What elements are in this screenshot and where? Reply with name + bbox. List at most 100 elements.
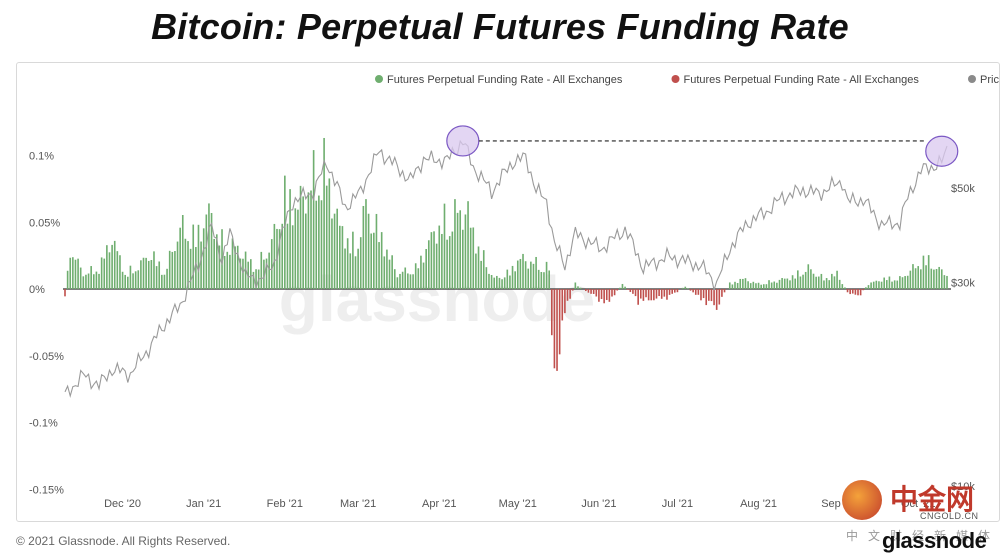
funding-bar — [297, 209, 299, 289]
y-left-tick-4: -0.1% — [29, 418, 58, 430]
funding-bar — [849, 289, 851, 295]
funding-bar — [132, 273, 134, 289]
funding-bar — [496, 275, 498, 289]
funding-bar — [540, 272, 543, 289]
funding-bar — [341, 226, 344, 289]
funding-bar — [838, 279, 841, 289]
funding-bar — [608, 289, 611, 302]
funding-bar — [448, 236, 451, 289]
funding-bar — [354, 256, 357, 289]
funding-bar — [687, 288, 689, 289]
funding-bar — [69, 257, 72, 289]
funding-bar — [653, 289, 655, 301]
funding-bar — [184, 238, 187, 289]
funding-bar — [339, 225, 341, 289]
funding-bar — [870, 282, 872, 289]
funding-bar — [336, 208, 338, 289]
funding-bar — [841, 284, 844, 289]
funding-bar — [192, 224, 195, 289]
funding-bar — [467, 201, 469, 289]
funding-bar — [409, 274, 412, 289]
funding-bar — [263, 259, 265, 289]
funding-bar — [399, 273, 401, 289]
cngold-logo-text: 中金网 — [890, 483, 975, 516]
funding-bar — [506, 269, 509, 289]
funding-bar — [794, 278, 797, 289]
x-tick-2: Feb '21 — [267, 498, 303, 510]
price-line — [64, 139, 948, 399]
x-tick-5: May '21 — [499, 498, 537, 510]
funding-bar — [488, 273, 490, 289]
funding-bar — [231, 238, 234, 289]
funding-bar — [590, 289, 592, 294]
funding-bar — [927, 255, 930, 289]
funding-bar — [414, 263, 417, 289]
funding-bar — [851, 289, 854, 294]
funding-bar — [522, 253, 524, 289]
funding-bar — [202, 228, 205, 289]
funding-bar — [516, 260, 519, 289]
funding-bar — [802, 274, 804, 289]
funding-bar — [676, 289, 679, 293]
funding-bar — [833, 276, 836, 289]
funding-bar — [655, 289, 658, 299]
funding-bar — [820, 273, 823, 289]
funding-bar — [791, 275, 794, 289]
funding-bar — [333, 213, 336, 289]
funding-bar — [365, 199, 367, 289]
funding-bar — [64, 289, 66, 297]
funding-bar — [823, 280, 825, 289]
funding-bar — [883, 277, 885, 289]
funding-bar — [273, 223, 276, 289]
funding-bar — [223, 256, 226, 289]
funding-bar — [270, 239, 273, 289]
y-right-tick-1: $30k — [951, 278, 975, 290]
funding-bar — [490, 275, 493, 289]
funding-bar — [187, 241, 189, 289]
funding-bar — [715, 289, 718, 310]
funding-bar — [325, 185, 328, 289]
funding-bar — [875, 280, 878, 289]
funding-bar — [899, 276, 901, 289]
funding-bar — [621, 283, 624, 289]
legend-label-1: Futures Perpetual Funding Rate - All Exc… — [684, 74, 920, 86]
chart-panel: glassnode Futures Perpetual Funding Rate… — [16, 62, 1000, 522]
funding-bar — [302, 196, 304, 289]
funding-bar — [603, 289, 605, 304]
funding-bar — [666, 289, 668, 300]
funding-bar — [718, 289, 721, 305]
funding-bar — [161, 274, 163, 289]
funding-bar — [74, 259, 77, 289]
funding-bar — [747, 281, 749, 289]
funding-bar — [200, 241, 202, 289]
funding-bar — [773, 281, 776, 289]
funding-bar — [744, 278, 747, 289]
funding-bar — [503, 277, 506, 289]
funding-bar — [524, 261, 527, 289]
funding-bar — [454, 199, 456, 289]
y-left-tick-3: -0.05% — [29, 351, 64, 363]
funding-bar — [328, 178, 331, 289]
funding-bar — [443, 203, 446, 289]
funding-bar — [498, 277, 501, 289]
funding-bar — [862, 289, 865, 291]
funding-bar — [749, 283, 752, 289]
funding-bar — [888, 276, 891, 289]
cngold-tagline: 中文财经新媒体 — [846, 529, 1000, 543]
funding-bar — [391, 255, 393, 289]
funding-bar — [168, 250, 171, 289]
funding-bar — [236, 245, 239, 289]
funding-bar — [901, 277, 904, 289]
funding-bar — [553, 289, 556, 369]
funding-bar — [624, 286, 626, 289]
funding-bar — [684, 286, 687, 289]
funding-bar — [72, 257, 74, 289]
funding-bar — [106, 245, 108, 289]
funding-bar — [85, 274, 87, 289]
funding-bar — [459, 210, 462, 289]
funding-bar — [396, 277, 399, 289]
funding-bar — [281, 223, 284, 289]
funding-bar — [462, 229, 464, 289]
funding-bar — [260, 251, 263, 289]
funding-bar — [323, 137, 325, 289]
